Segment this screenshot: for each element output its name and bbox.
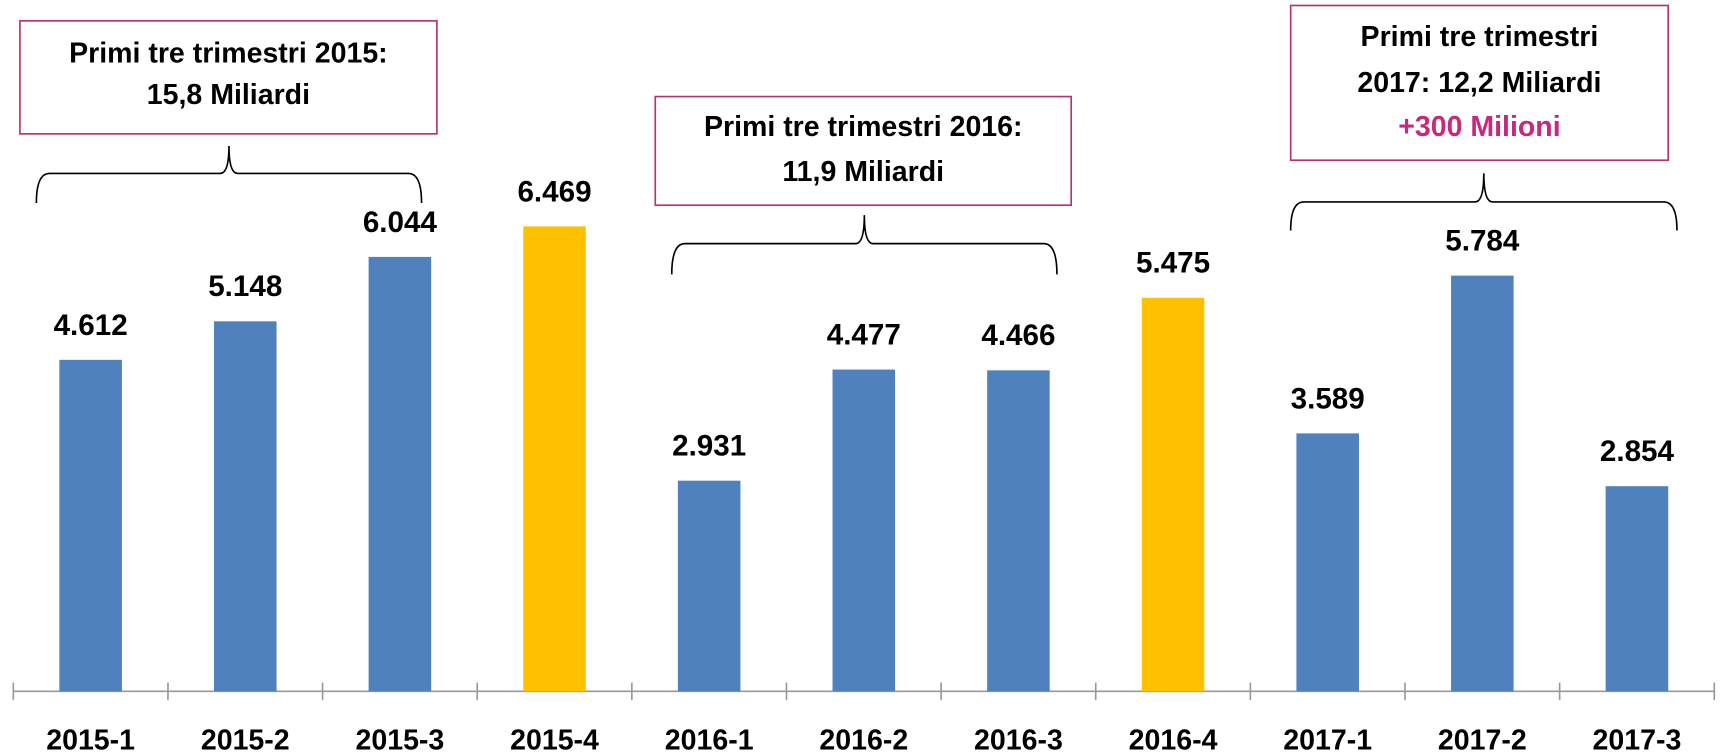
x-tick-label: 2017-1 (1283, 724, 1372, 755)
value-label: 5.148 (208, 270, 282, 303)
annotation-text: Primi tre trimestri (1361, 21, 1599, 53)
bar (368, 256, 432, 692)
x-tick-label: 2017-2 (1438, 724, 1527, 755)
bar (59, 359, 122, 692)
x-tick-label: 2015-2 (201, 724, 290, 755)
bar (523, 226, 586, 692)
annotation-text: 11,9 Miliardi (782, 156, 944, 188)
bar (677, 480, 741, 692)
annotation-box (1289, 4, 1669, 162)
bar (1296, 433, 1359, 692)
value-label: 5.784 (1445, 225, 1520, 258)
value-label: 3.589 (1291, 382, 1365, 415)
x-tick-label: 2016-1 (665, 724, 754, 755)
bar (1451, 275, 1514, 692)
value-label: 5.475 (1136, 247, 1210, 280)
value-label: 2.854 (1600, 435, 1675, 468)
bracket (670, 215, 1058, 275)
annotation-text: 2017: 12,2 Miliardi (1357, 67, 1601, 99)
value-label: 6.044 (363, 206, 438, 239)
value-label: 4.612 (54, 309, 128, 342)
x-tick-label: 2016-3 (974, 724, 1063, 755)
x-tick-label: 2015-1 (46, 724, 135, 755)
annotation-text: Primi tre trimestri 2015: (69, 37, 388, 69)
value-label: 2.931 (672, 430, 746, 463)
bar (832, 369, 896, 692)
value-label: 4.466 (981, 319, 1055, 352)
x-tick-label: 2017-3 (1593, 724, 1682, 755)
bar (987, 370, 1050, 692)
value-label: 4.477 (827, 318, 901, 351)
bar (1605, 486, 1669, 692)
annotation-box (654, 95, 1073, 207)
bar (1141, 297, 1205, 692)
x-tick-label: 2016-4 (1129, 724, 1218, 755)
annotation-highlight: +300 Milioni (1398, 111, 1560, 143)
x-tick-label: 2016-2 (819, 724, 908, 755)
value-label: 6.469 (517, 175, 591, 208)
bracket (1289, 173, 1678, 231)
annotation-box (19, 20, 438, 135)
x-tick-label: 2015-3 (355, 724, 444, 755)
annotation-text: 15,8 Miliardi (147, 79, 310, 111)
bracket (35, 145, 423, 204)
annotation-text: Primi tre trimestri 2016: (704, 111, 1023, 143)
bar (213, 321, 277, 692)
x-tick-label: 2015-4 (510, 724, 599, 755)
